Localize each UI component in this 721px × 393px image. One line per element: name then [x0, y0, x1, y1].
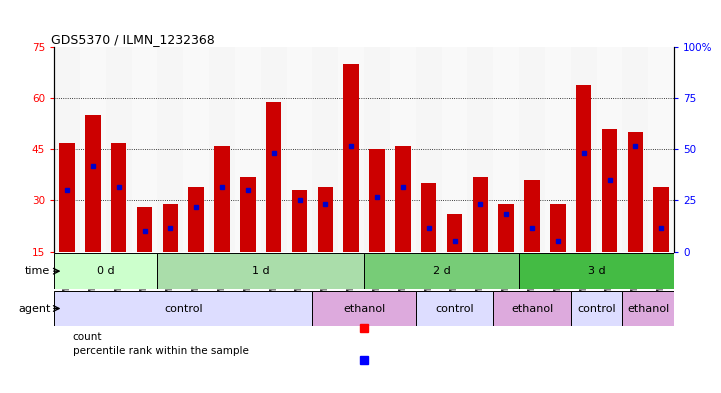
Bar: [519, 47, 545, 252]
Bar: [447, 214, 462, 252]
Bar: [266, 102, 281, 252]
Bar: [653, 187, 669, 252]
Bar: [576, 84, 591, 252]
Bar: [416, 47, 441, 252]
Bar: [162, 204, 178, 252]
Text: control: control: [435, 303, 474, 314]
Bar: [493, 47, 519, 252]
Text: count: count: [73, 332, 102, 342]
Bar: [441, 47, 467, 252]
Bar: [54, 291, 312, 326]
Bar: [648, 47, 674, 252]
Bar: [421, 184, 436, 252]
Bar: [183, 47, 209, 252]
Bar: [188, 187, 204, 252]
Bar: [369, 149, 385, 252]
Bar: [622, 47, 648, 252]
Text: GDS5370 / ILMN_1232368: GDS5370 / ILMN_1232368: [51, 33, 215, 46]
Bar: [467, 47, 493, 252]
Text: ethanol: ethanol: [343, 303, 385, 314]
Bar: [131, 47, 157, 252]
Bar: [622, 291, 674, 326]
Bar: [312, 291, 416, 326]
Bar: [493, 291, 571, 326]
Bar: [137, 207, 152, 252]
Bar: [157, 253, 364, 289]
Bar: [111, 143, 126, 252]
Bar: [472, 176, 488, 252]
Bar: [80, 47, 106, 252]
Bar: [343, 64, 359, 252]
Text: ethanol: ethanol: [511, 303, 553, 314]
Bar: [209, 47, 235, 252]
Bar: [214, 146, 230, 252]
Text: 3 d: 3 d: [588, 266, 606, 276]
Bar: [312, 47, 338, 252]
Bar: [338, 47, 364, 252]
Bar: [54, 47, 80, 252]
Bar: [571, 291, 622, 326]
Bar: [498, 204, 514, 252]
Bar: [627, 132, 643, 252]
Text: 0 d: 0 d: [97, 266, 115, 276]
Text: agent: agent: [18, 303, 50, 314]
Text: control: control: [578, 303, 616, 314]
Bar: [390, 47, 416, 252]
Bar: [571, 47, 596, 252]
Text: 2 d: 2 d: [433, 266, 451, 276]
Bar: [602, 129, 617, 252]
Bar: [364, 253, 519, 289]
Bar: [235, 47, 261, 252]
Text: percentile rank within the sample: percentile rank within the sample: [73, 346, 249, 356]
Bar: [240, 176, 255, 252]
Bar: [364, 47, 390, 252]
Bar: [286, 47, 312, 252]
Bar: [596, 47, 622, 252]
Bar: [395, 146, 410, 252]
Bar: [545, 47, 571, 252]
Text: 1 d: 1 d: [252, 266, 270, 276]
Bar: [416, 291, 493, 326]
Bar: [54, 253, 157, 289]
Bar: [59, 143, 75, 252]
Bar: [524, 180, 540, 252]
Text: control: control: [164, 303, 203, 314]
Text: ethanol: ethanol: [627, 303, 669, 314]
Text: time: time: [25, 266, 50, 276]
Bar: [519, 253, 674, 289]
Bar: [292, 190, 307, 252]
Bar: [550, 204, 566, 252]
Bar: [85, 115, 100, 252]
Bar: [261, 47, 286, 252]
Bar: [317, 187, 333, 252]
Bar: [106, 47, 131, 252]
Bar: [157, 47, 183, 252]
